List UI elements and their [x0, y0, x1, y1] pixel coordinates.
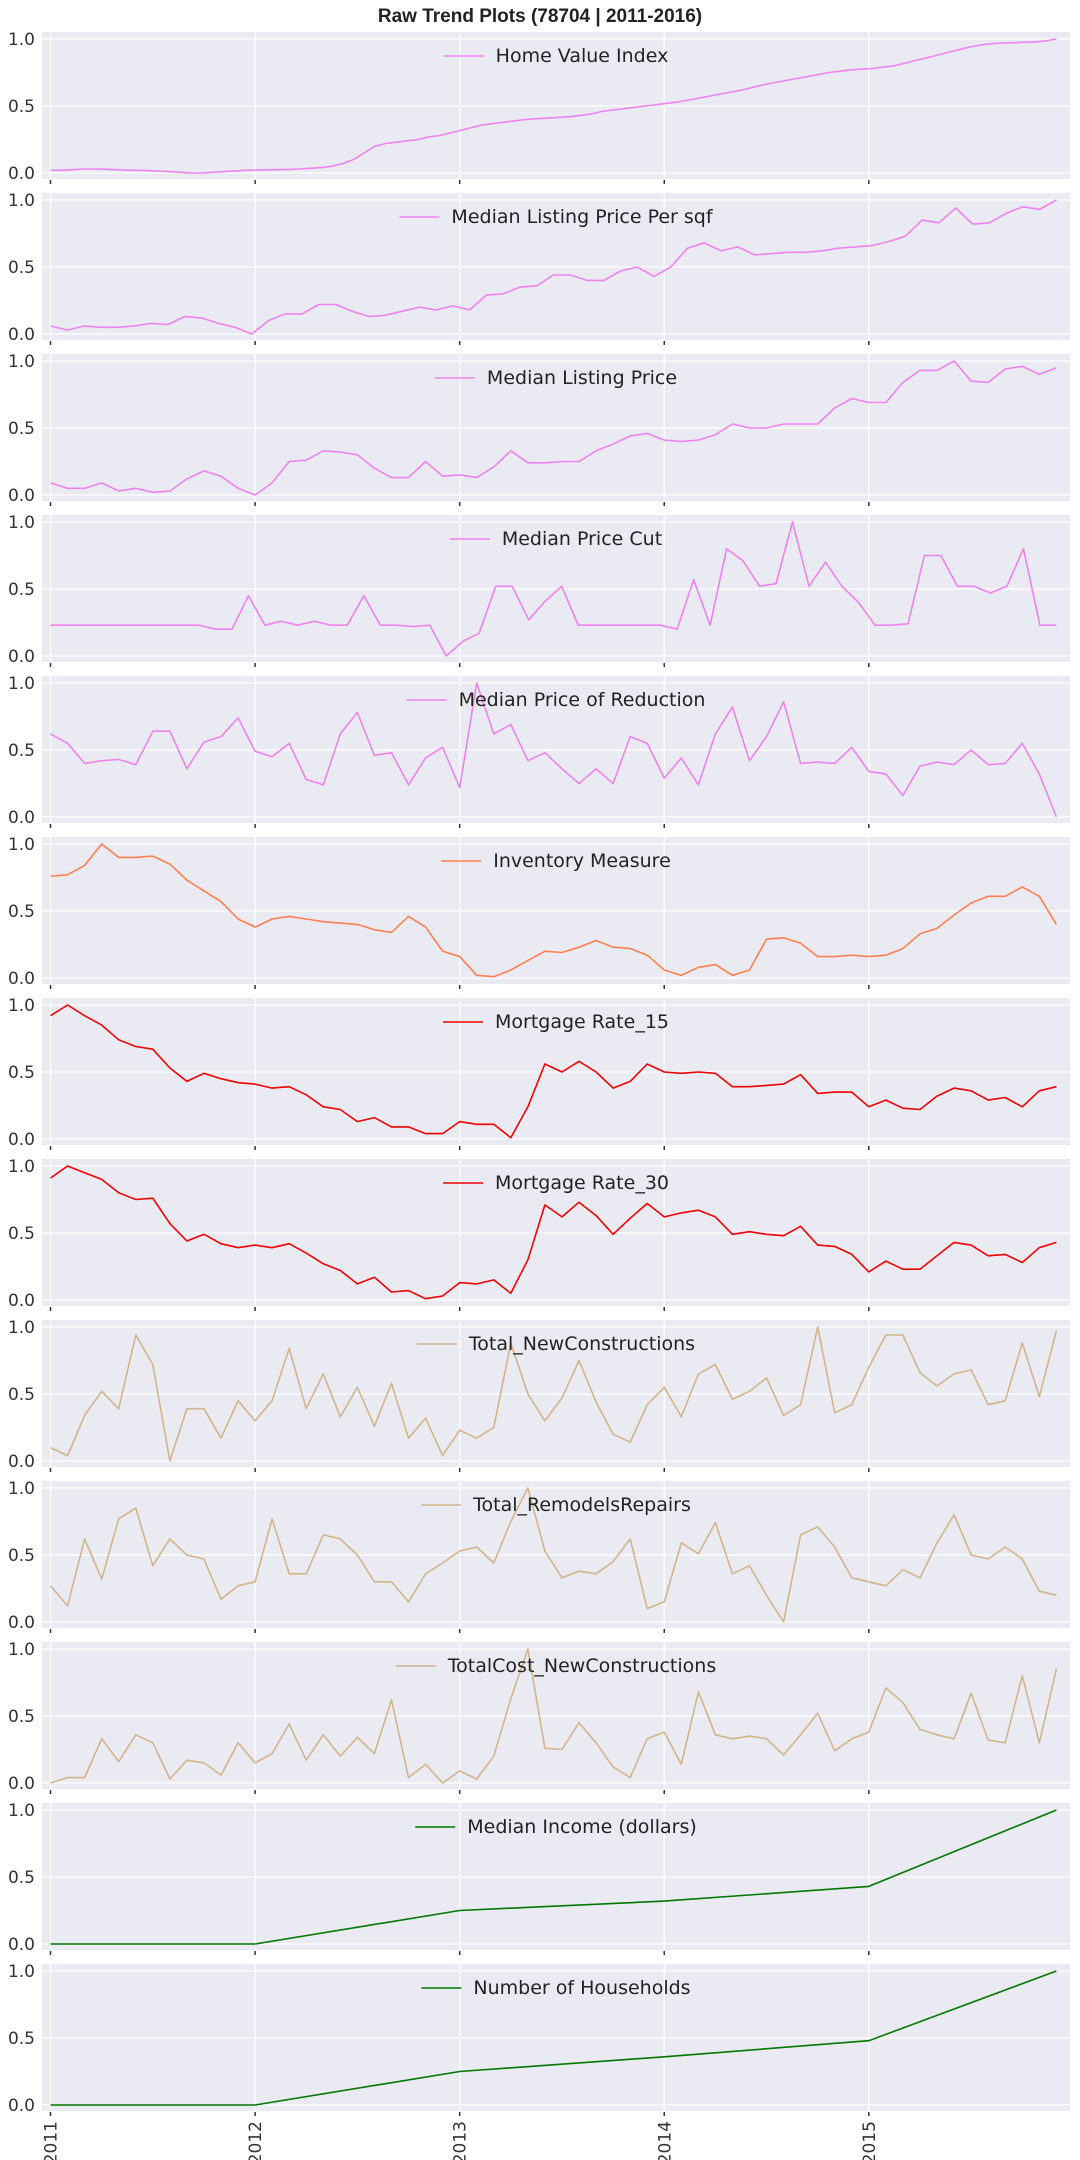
legend: Median Listing Price — [434, 367, 677, 389]
y-tick-label: 0.0 — [8, 647, 35, 667]
x-tick-label: 2014 — [655, 2121, 675, 2160]
y-tick-label: 0.5 — [8, 1224, 35, 1244]
subplot-5: 0.0 0.5 1.0 Median Price of Reduction — [8, 674, 1070, 828]
x-tick-label: 2015 — [860, 2121, 880, 2160]
series-line — [50, 1004, 1057, 1139]
legend: Mortgage Rate_30 — [442, 1172, 669, 1194]
legend: Median Listing Price Per sqf — [399, 206, 714, 228]
subplot-7: 0.0 0.5 1.0 Mortgage Rate_15 — [8, 996, 1070, 1150]
y-tick-label: 1.0 — [8, 1640, 35, 1660]
legend: Mortgage Rate_15 — [442, 1011, 669, 1033]
series-line — [49, 1487, 1057, 1623]
legend-label: Number of Households — [473, 1977, 690, 1999]
legend-label: Median Income (dollars) — [467, 1816, 697, 1838]
y-tick-label: 0.0 — [8, 325, 35, 345]
y-tick-label: 1.0 — [8, 1157, 35, 1177]
y-tick-label: 0.0 — [8, 969, 35, 989]
y-tick-label: 0.0 — [8, 2096, 35, 2116]
subplot-13: 0.0 0.5 1.0 Number of Households — [8, 1962, 1070, 2116]
y-tick-label: 1.0 — [8, 1479, 35, 1499]
y-tick-label: 0.5 — [8, 902, 35, 922]
legend: Median Income (dollars) — [415, 1816, 697, 1838]
subplot-12: 0.0 0.5 1.0 Median Income (dollars) — [8, 1801, 1070, 1955]
chart-title: Raw Trend Plots (78704 | 2011-2016) — [377, 6, 703, 27]
x-tick-label: 2013 — [451, 2121, 471, 2160]
y-tick-label: 0.0 — [8, 1613, 35, 1633]
legend-label: Total_NewConstructions — [468, 1333, 695, 1355]
legend-label: Mortgage Rate_15 — [495, 1011, 669, 1033]
legend: Inventory Measure — [441, 850, 671, 872]
x-tick-label: 2012 — [246, 2121, 266, 2160]
legend-label: Total_RemodelsRepairs — [472, 1494, 691, 1516]
legend: Total_RemodelsRepairs — [421, 1494, 691, 1516]
y-tick-label: 1.0 — [8, 513, 35, 533]
legend-label: Home Value Index — [496, 45, 669, 67]
subplot-11: 0.0 0.5 1.0 TotalCost_NewConstructions — [8, 1640, 1070, 1794]
subplot-10: 0.0 0.5 1.0 Total_RemodelsRepairs — [8, 1479, 1070, 1633]
series-line — [50, 1648, 1058, 1784]
y-tick-label: 1.0 — [8, 191, 35, 211]
y-tick-label: 1.0 — [8, 30, 35, 50]
y-tick-label: 0.0 — [8, 808, 35, 828]
subplot-6: 0.0 0.5 1.0 Inventory Measure — [8, 835, 1070, 989]
legend-label: Inventory Measure — [493, 850, 671, 872]
legend-label: Median Price of Reduction — [459, 689, 706, 711]
y-tick-label: 0.5 — [8, 1063, 35, 1083]
series-line — [50, 843, 1058, 978]
legend: Median Price of Reduction — [406, 689, 706, 711]
y-tick-label: 1.0 — [8, 674, 35, 694]
y-tick-label: 0.5 — [8, 258, 35, 278]
y-tick-label: 0.0 — [8, 164, 35, 184]
series-line — [50, 199, 1057, 335]
y-tick-label: 0.5 — [8, 1868, 35, 1888]
series-line — [50, 682, 1058, 818]
y-tick-label: 0.5 — [8, 2029, 35, 2049]
y-tick-label: 1.0 — [8, 352, 35, 372]
y-tick-label: 0.0 — [8, 1774, 35, 1794]
subplot-9: 0.0 0.5 1.0 Total_NewConstructions — [8, 1318, 1070, 1472]
y-tick-label: 0.5 — [8, 1546, 35, 1566]
series-line — [50, 1326, 1058, 1462]
y-tick-label: 0.5 — [8, 741, 35, 761]
legend: Median Price Cut — [449, 528, 662, 550]
subplot-4: 0.0 0.5 1.0 Median Price Cut — [8, 513, 1070, 667]
y-tick-label: 1.0 — [8, 1318, 35, 1338]
subplot-2: 0.0 0.5 1.0 Median Listing Price Per sqf — [8, 191, 1070, 345]
subplot-1: 0.0 0.5 1.0 Home Value Index — [8, 30, 1070, 184]
y-tick-label: 1.0 — [8, 1801, 35, 1821]
y-tick-label: 0.5 — [8, 1707, 35, 1727]
legend-label: Mortgage Rate_30 — [495, 1172, 669, 1194]
series-line — [50, 1809, 1057, 1945]
legend-label: Median Listing Price — [487, 367, 677, 389]
series-line — [50, 360, 1057, 496]
series-line — [50, 1165, 1057, 1300]
y-tick-label: 0.5 — [8, 97, 35, 117]
legend: Home Value Index — [443, 45, 669, 67]
y-tick-label: 0.5 — [8, 580, 35, 600]
y-tick-label: 0.5 — [8, 419, 35, 439]
legend: TotalCost_NewConstructions — [395, 1655, 716, 1677]
subplot-8: 0.0 0.5 1.0 Mortgage Rate_30 — [8, 1157, 1070, 1311]
y-tick-label: 0.5 — [8, 1385, 35, 1405]
legend-label: TotalCost_NewConstructions — [447, 1655, 716, 1677]
y-tick-label: 1.0 — [8, 996, 35, 1016]
y-tick-label: 1.0 — [8, 835, 35, 855]
y-tick-label: 0.0 — [8, 1452, 35, 1472]
legend-label: Median Price Cut — [502, 528, 662, 550]
y-tick-label: 0.0 — [8, 1935, 35, 1955]
series-line — [50, 38, 1057, 174]
y-tick-label: 0.0 — [8, 1291, 35, 1311]
series-line — [50, 1970, 1057, 2106]
y-tick-label: 0.0 — [8, 486, 35, 506]
x-tick-label: 2011 — [42, 2121, 62, 2160]
subplot-3: 0.0 0.5 1.0 Median Listing Price — [8, 352, 1070, 506]
legend-label: Median Listing Price Per sqf — [451, 206, 713, 228]
series-line — [50, 521, 1057, 657]
y-tick-label: 0.0 — [8, 1130, 35, 1150]
y-tick-label: 1.0 — [8, 1962, 35, 1982]
legend: Total_NewConstructions — [416, 1333, 695, 1355]
legend: Number of Households — [421, 1977, 691, 1999]
